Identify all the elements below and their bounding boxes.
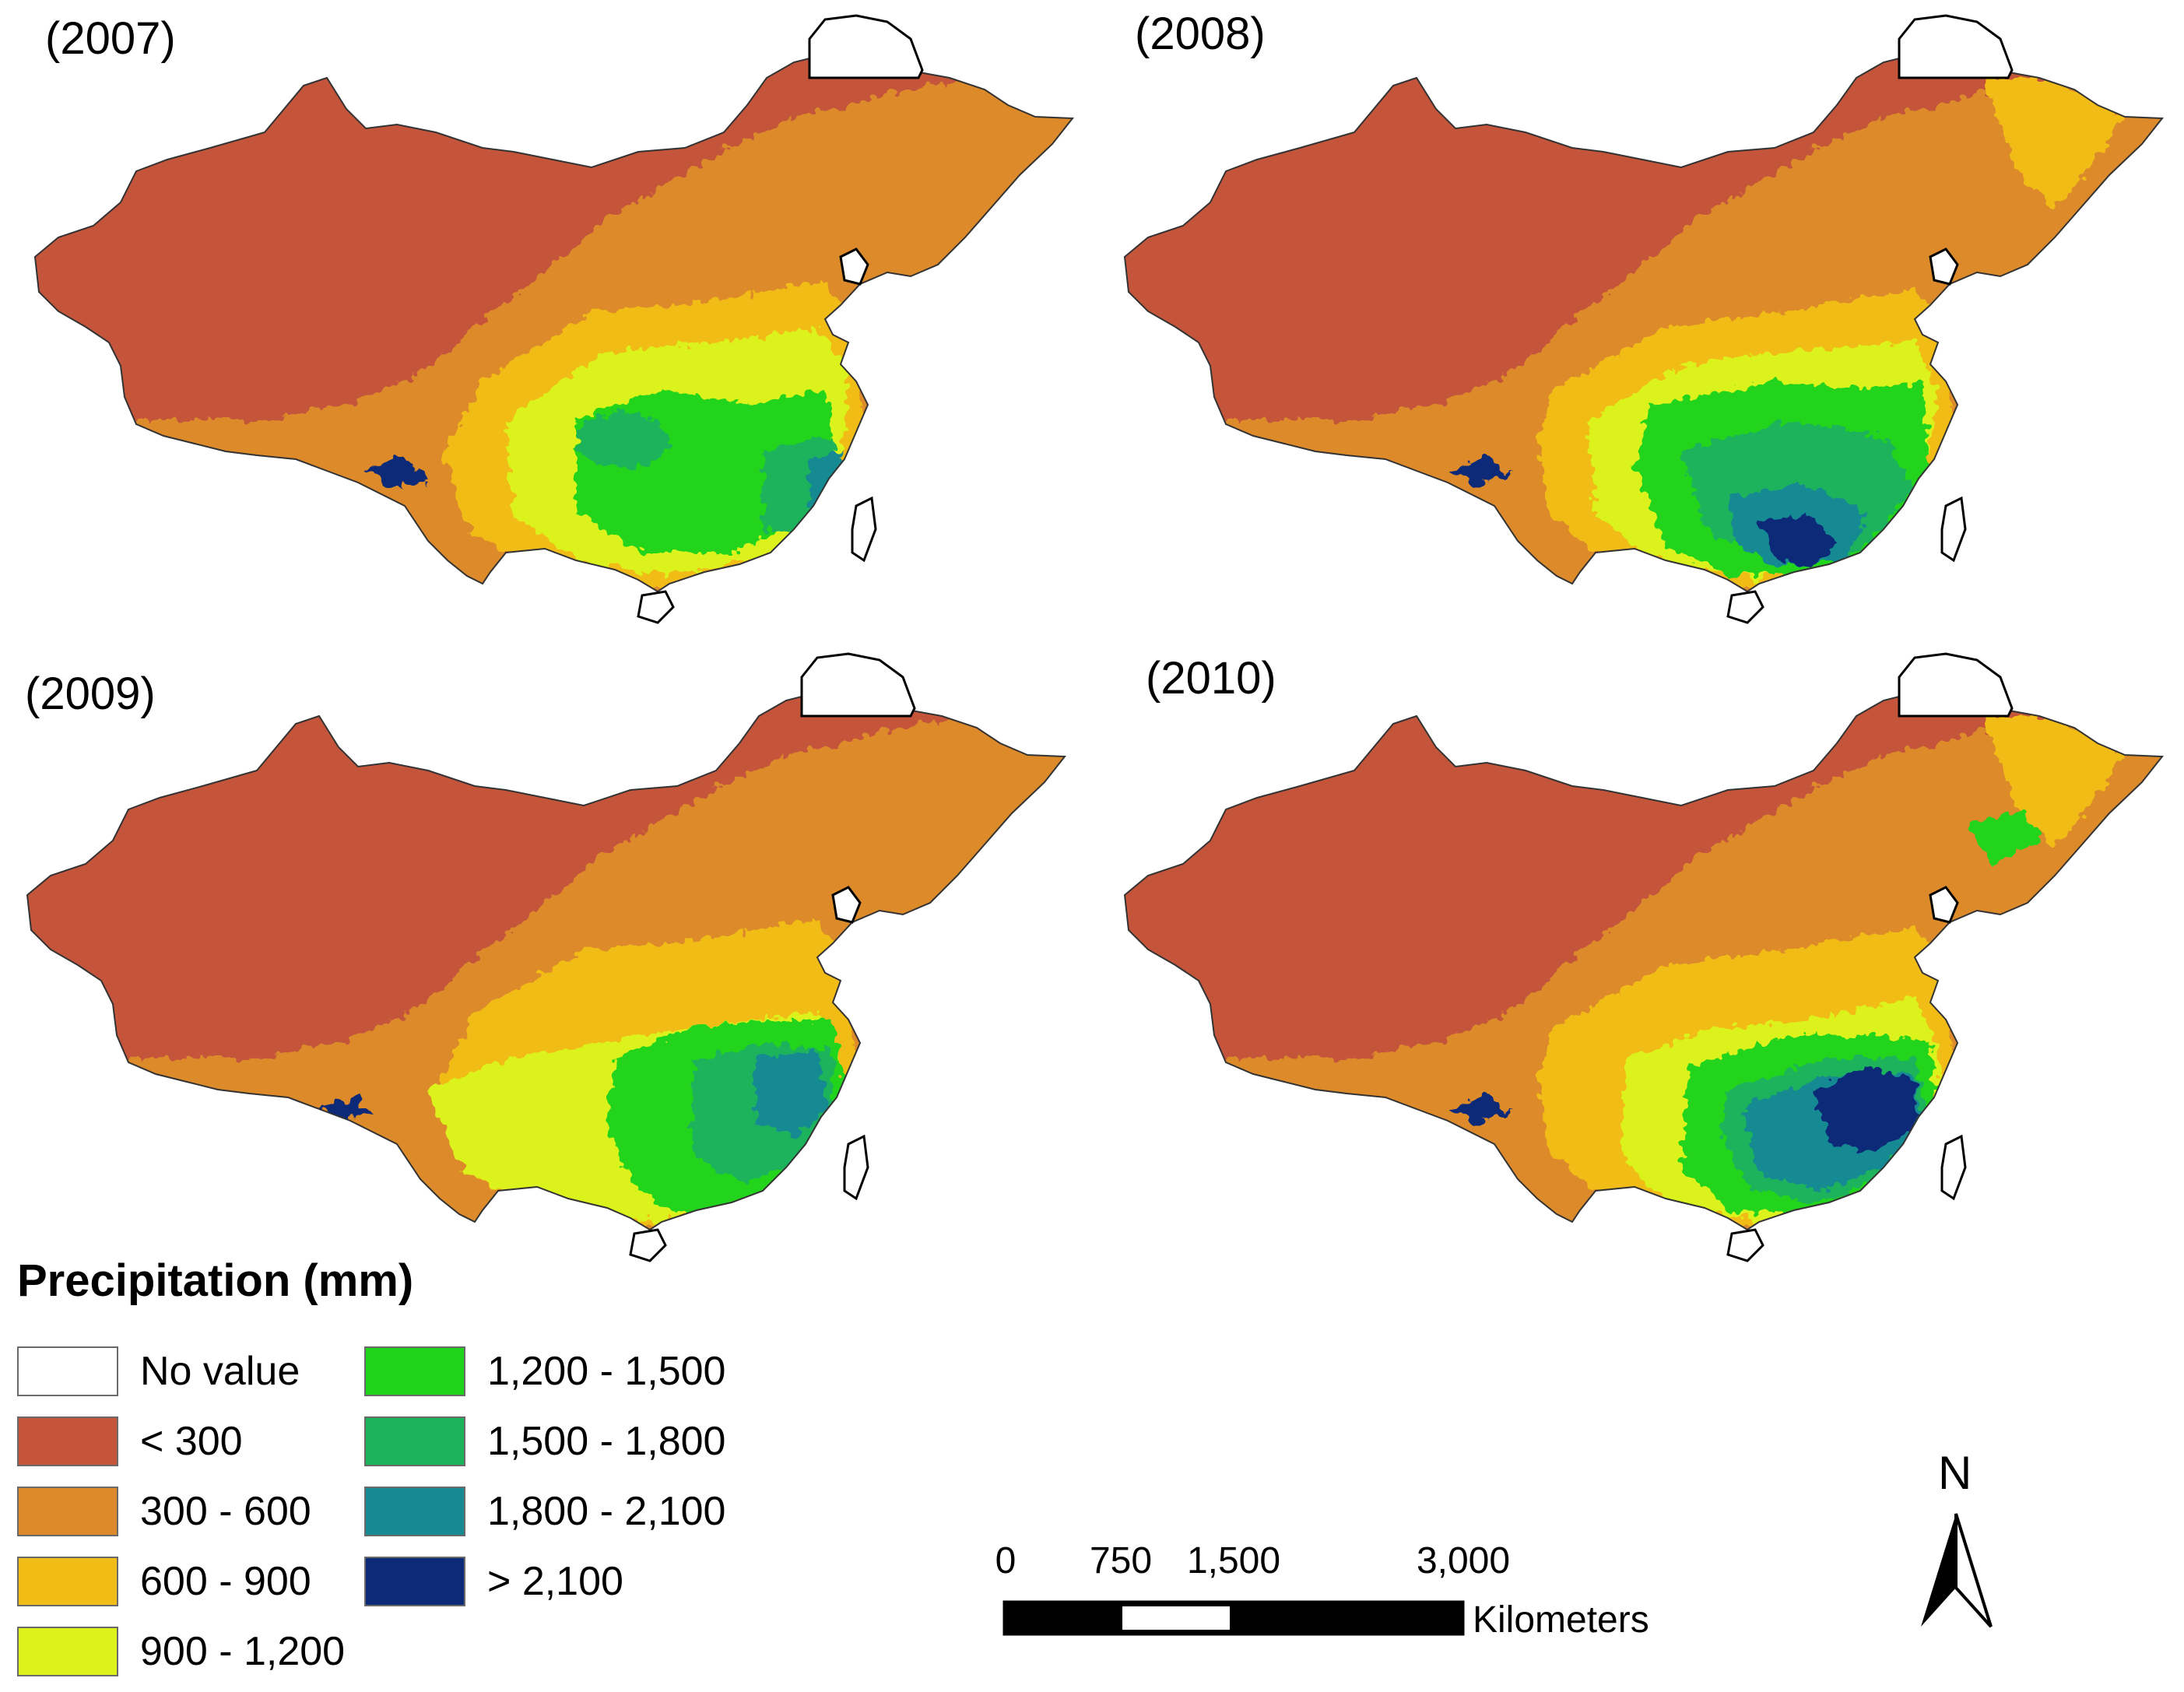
legend-item: 900 - 1,200 [17, 1620, 345, 1683]
map-panel-2010 [1124, 652, 2163, 1262]
legend-item: 600 - 900 [17, 1550, 311, 1613]
scale-tick-0: 0 [995, 1540, 1017, 1581]
legend-item: 1,200 - 1,500 [364, 1340, 725, 1402]
legend-label: 900 - 1,200 [140, 1629, 346, 1674]
legend-swatch [364, 1557, 465, 1606]
year-label-2007: (2007) [45, 13, 176, 64]
legend-label: 1,500 - 1,800 [487, 1419, 726, 1464]
year-label-2009: (2009) [25, 669, 156, 719]
legend-swatch [17, 1557, 118, 1606]
legend-item: 1,500 - 1,800 [364, 1410, 725, 1473]
legend-swatch [17, 1346, 118, 1396]
legend-swatch [17, 1416, 118, 1466]
legend-label: < 300 [140, 1419, 243, 1464]
legend-item: > 2,100 [364, 1550, 623, 1613]
legend-swatch [364, 1487, 465, 1536]
map-panel-2009 [26, 652, 1066, 1262]
legend-label: 1,800 - 2,100 [487, 1489, 726, 1534]
legend-label: > 2,100 [487, 1559, 623, 1604]
legend-item: < 300 [17, 1410, 243, 1473]
map-panel-2007 [34, 14, 1073, 624]
legend-label: 1,200 - 1,500 [487, 1349, 726, 1394]
legend-label: 300 - 600 [140, 1489, 311, 1534]
legend-swatch [364, 1416, 465, 1466]
legend-item: 300 - 600 [17, 1480, 311, 1543]
north-label: N [1938, 1447, 1972, 1499]
scale-units: Kilometers [1473, 1599, 1649, 1641]
scale-tick-3000: 3,000 [1416, 1540, 1511, 1581]
scale-tick-750: 750 [1089, 1540, 1153, 1581]
north-arrow-icon [1921, 1513, 1993, 1628]
scale-bar [1002, 1600, 1465, 1636]
legend-swatch [364, 1346, 465, 1396]
legend-swatch [17, 1487, 118, 1536]
legend-title: Precipitation (mm) [17, 1255, 414, 1306]
scale-tick-1500: 1,500 [1186, 1540, 1281, 1581]
map-panel-2008 [1124, 14, 2163, 624]
year-label-2008: (2008) [1135, 9, 1266, 59]
legend-label: No value [140, 1349, 300, 1394]
year-label-2010: (2010) [1146, 653, 1276, 704]
legend-label: 600 - 900 [140, 1559, 311, 1604]
legend-item: 1,800 - 2,100 [364, 1480, 725, 1543]
legend-swatch [17, 1627, 118, 1676]
legend-item: No value [17, 1340, 300, 1402]
